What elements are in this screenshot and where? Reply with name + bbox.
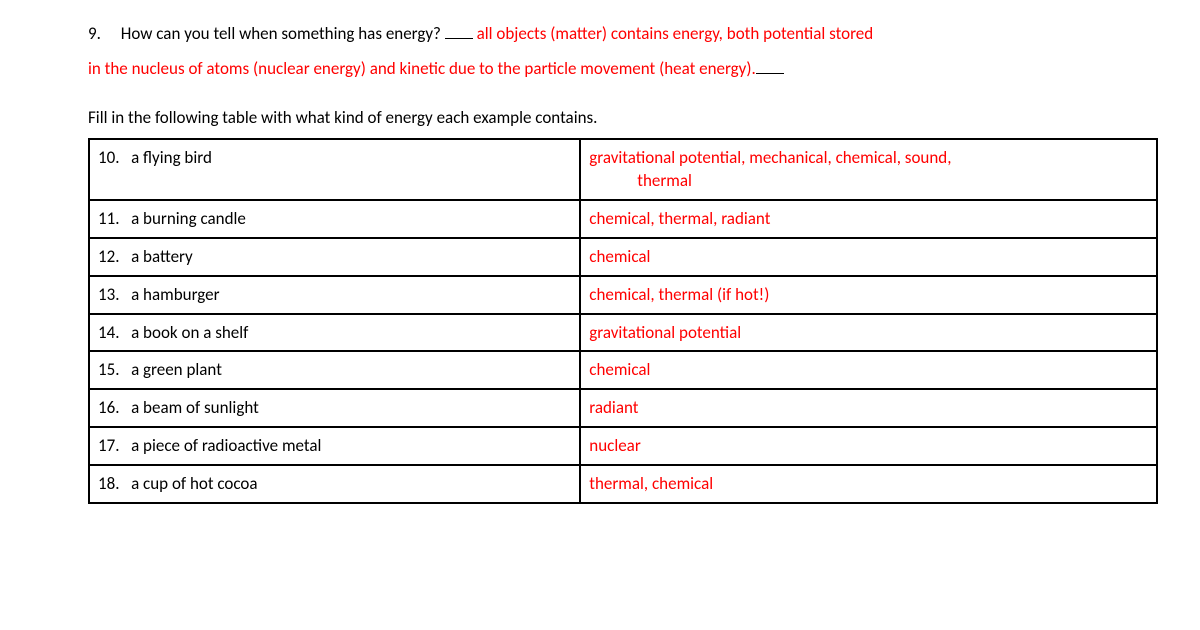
row-number: 18. — [98, 473, 120, 494]
row-answer-text: chemical — [589, 359, 650, 380]
row-answer-text: chemical, thermal (if hot!) — [589, 284, 769, 305]
question-number: 9. — [88, 20, 101, 47]
row-answer-text: nuclear — [589, 435, 640, 456]
cell-example: 10. a flying bird — [89, 139, 580, 201]
question-prompt: How can you tell when something has ener… — [121, 23, 445, 44]
cell-example: 12. a battery — [89, 238, 580, 276]
row-answer-text: chemical — [589, 246, 650, 267]
cell-answer: chemical — [580, 238, 1157, 276]
row-example-text: a burning candle — [131, 208, 246, 229]
row-number: 16. — [98, 397, 120, 418]
cell-example: 15. a green plant — [89, 351, 580, 389]
cell-example: 13. a hamburger — [89, 276, 580, 314]
row-example-text: a piece of radioactive metal — [131, 435, 321, 456]
cell-example: 11. a burning candle — [89, 200, 580, 238]
row-example-text: a battery — [131, 246, 193, 267]
row-number: 17. — [98, 435, 120, 456]
table-row: 14. a book on a shelf gravitational pote… — [89, 314, 1157, 352]
row-example-text: a flying bird — [131, 147, 212, 168]
table-instruction: Fill in the following table with what ki… — [88, 104, 1140, 131]
row-answer-text: thermal, chemical — [589, 473, 713, 494]
table-row: 11. a burning candle chemical, thermal, … — [89, 200, 1157, 238]
row-number: 14. — [98, 322, 120, 343]
row-answer-text: gravitational potential, mechanical, che… — [589, 146, 1148, 170]
cell-answer: thermal, chemical — [580, 465, 1157, 503]
cell-answer: chemical, thermal, radiant — [580, 200, 1157, 238]
cell-example: 18. a cup of hot cocoa — [89, 465, 580, 503]
question-answer-line2: in the nucleus of atoms (nuclear energy)… — [88, 55, 1140, 82]
row-example-text: a beam of sunlight — [131, 397, 259, 418]
table-row: 18. a cup of hot cocoa thermal, chemical — [89, 465, 1157, 503]
row-example-text: a cup of hot cocoa — [131, 473, 257, 494]
cell-example: 16. a beam of sunlight — [89, 389, 580, 427]
table-row: 17. a piece of radioactive metal nuclear — [89, 427, 1157, 465]
energy-table-body: 10. a flying bird gravitational potentia… — [89, 139, 1157, 503]
row-answer-text: radiant — [589, 397, 638, 418]
row-example-text: a book on a shelf — [131, 322, 248, 343]
cell-answer: chemical, thermal (if hot!) — [580, 276, 1157, 314]
cell-answer: nuclear — [580, 427, 1157, 465]
table-row: 15. a green plant chemical — [89, 351, 1157, 389]
table-row: 10. a flying bird gravitational potentia… — [89, 139, 1157, 201]
row-number: 10. — [98, 147, 120, 168]
table-row: 13. a hamburger chemical, thermal (if ho… — [89, 276, 1157, 314]
cell-answer: gravitational potential — [580, 314, 1157, 352]
row-answer-cont: thermal — [589, 169, 1148, 193]
blank-line-suffix — [756, 73, 784, 74]
cell-answer: radiant — [580, 389, 1157, 427]
cell-answer: chemical — [580, 351, 1157, 389]
cell-example: 17. a piece of radioactive metal — [89, 427, 580, 465]
row-answer-text: gravitational potential — [589, 322, 741, 343]
row-number: 13. — [98, 284, 120, 305]
blank-line-prefix — [445, 38, 473, 39]
row-example-text: a hamburger — [131, 284, 219, 305]
cell-answer: gravitational potential, mechanical, che… — [580, 139, 1157, 201]
row-number: 12. — [98, 246, 120, 267]
question-9: 9. How can you tell when something has e… — [88, 20, 1140, 82]
row-number: 11. — [98, 208, 120, 229]
row-example-text: a green plant — [131, 359, 222, 380]
cell-example: 14. a book on a shelf — [89, 314, 580, 352]
row-number: 15. — [98, 359, 120, 380]
question-answer-line1: all objects (matter) contains energy, bo… — [477, 23, 874, 44]
question-answer-line2-text: in the nucleus of atoms (nuclear energy)… — [88, 58, 756, 79]
energy-table: 10. a flying bird gravitational potentia… — [88, 138, 1158, 504]
table-row: 16. a beam of sunlight radiant — [89, 389, 1157, 427]
row-answer-text: chemical, thermal, radiant — [589, 208, 770, 229]
table-row: 12. a battery chemical — [89, 238, 1157, 276]
